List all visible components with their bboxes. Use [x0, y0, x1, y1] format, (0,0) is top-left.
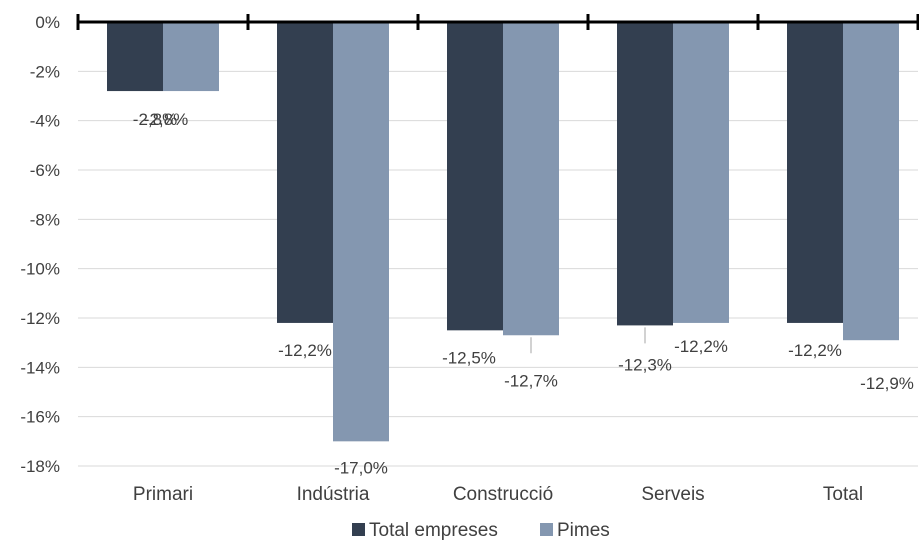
data-labels: -2,8%-2,8% -12,2% -17,0% -12,5% -12,7% -12,3%… — [133, 110, 914, 477]
bar-pimes — [503, 22, 559, 336]
data-label: -12,3% — [618, 355, 672, 374]
y-tick-label: -4% — [30, 112, 60, 131]
data-label: -2,8% — [144, 110, 188, 129]
legend: Total empreses Pimes — [352, 520, 610, 541]
y-tick-label: 0% — [35, 13, 60, 32]
bar-pimes — [333, 22, 389, 442]
bar-pimes — [673, 22, 729, 323]
legend-swatch — [352, 523, 365, 536]
y-tick-labels: 0% -2% -4% -6% -8% -10% -12% -14% -16% -18% — [20, 13, 60, 476]
data-label: -12,2% — [788, 341, 842, 360]
category-labels: Primari Indústria Construcció Serveis Total — [133, 484, 863, 505]
data-label: -12,7% — [504, 371, 558, 390]
x-axis — [76, 14, 919, 30]
data-label: -17,0% — [334, 458, 388, 477]
y-tick-label: -10% — [20, 260, 60, 279]
category-label: Total — [823, 484, 863, 505]
legend-swatch — [540, 523, 553, 536]
y-tick-label: -12% — [20, 309, 60, 328]
y-tick-label: -2% — [30, 62, 60, 81]
category-label: Primari — [133, 484, 193, 505]
category-label: Construcció — [453, 484, 553, 505]
bar-pimes — [843, 22, 899, 341]
bar-pimes — [163, 22, 219, 92]
legend-label: Total empreses — [369, 520, 498, 541]
leader-lines — [530, 327, 646, 354]
bar-total-empreses — [617, 22, 673, 326]
data-label: -12,2% — [674, 337, 728, 356]
bars — [107, 22, 899, 442]
category-label: Serveis — [641, 484, 704, 505]
category-label: Indústria — [297, 484, 370, 505]
y-tick-label: -16% — [20, 408, 60, 427]
data-label: -12,5% — [442, 348, 496, 367]
bar-total-empreses — [447, 22, 503, 331]
y-tick-label: -6% — [30, 161, 60, 180]
legend-label: Pimes — [557, 520, 610, 541]
data-label: -2,8% — [133, 110, 177, 129]
bar-total-empreses — [277, 22, 333, 323]
y-tick-label: -8% — [30, 210, 60, 229]
bar-total-empreses — [107, 22, 163, 92]
y-tick-label: -18% — [20, 457, 60, 476]
data-label: -12,9% — [860, 374, 914, 393]
y-tick-label: -14% — [20, 358, 60, 377]
data-label: -12,2% — [278, 341, 332, 360]
bar-total-empreses — [787, 22, 843, 323]
